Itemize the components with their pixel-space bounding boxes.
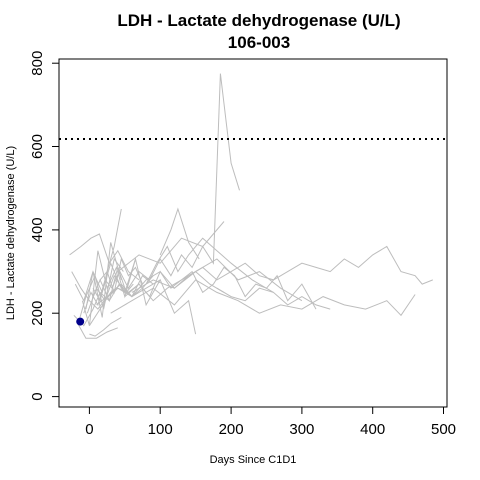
x-tick-label: 200 [219,421,244,438]
patient-line [110,279,416,317]
patient-line [103,245,433,302]
x-tick-label: 100 [148,421,173,438]
patient-line [117,221,225,272]
patient-line [145,237,274,293]
chart-subtitle: 106-003 [228,33,290,52]
x-tick-label: 300 [289,421,314,438]
y-tick-label: 400 [29,217,46,242]
patient-line [86,257,197,335]
x-tick-label: 0 [85,421,93,438]
patient-line [124,270,225,302]
patient-line [88,275,154,326]
patient-line [83,270,134,314]
y-tick-label: 200 [29,301,46,326]
patient-line [99,208,122,281]
patient-lines [69,73,433,339]
y-axis-label: LDH - Lactate dehydrogenase (U/L) [5,146,17,320]
patient-line [89,316,122,337]
patient-line [74,261,154,303]
x-tick-label: 400 [360,421,385,438]
patient-line [85,242,122,318]
patient-line [131,258,303,302]
y-tick-label: 800 [29,51,46,76]
x-tick-label: 500 [431,421,456,438]
chart-title: LDH - Lactate dehydrogenase (U/L) [117,11,400,30]
patient-line [71,271,117,310]
highlight-point [76,317,85,326]
patient-line [159,207,200,260]
patient-line [76,321,118,339]
patient-line [92,257,143,303]
y-tick-label: 0 [29,392,46,400]
patient-line [69,233,140,281]
axes: 0 100 200 300 400 500 0 200 400 600 800 [29,51,456,438]
y-tick-label: 600 [29,134,46,159]
patient-line [216,287,331,310]
highlight-patient [76,317,85,326]
x-axis-label: Days Since C1D1 [210,454,297,466]
patient-line [92,73,240,303]
